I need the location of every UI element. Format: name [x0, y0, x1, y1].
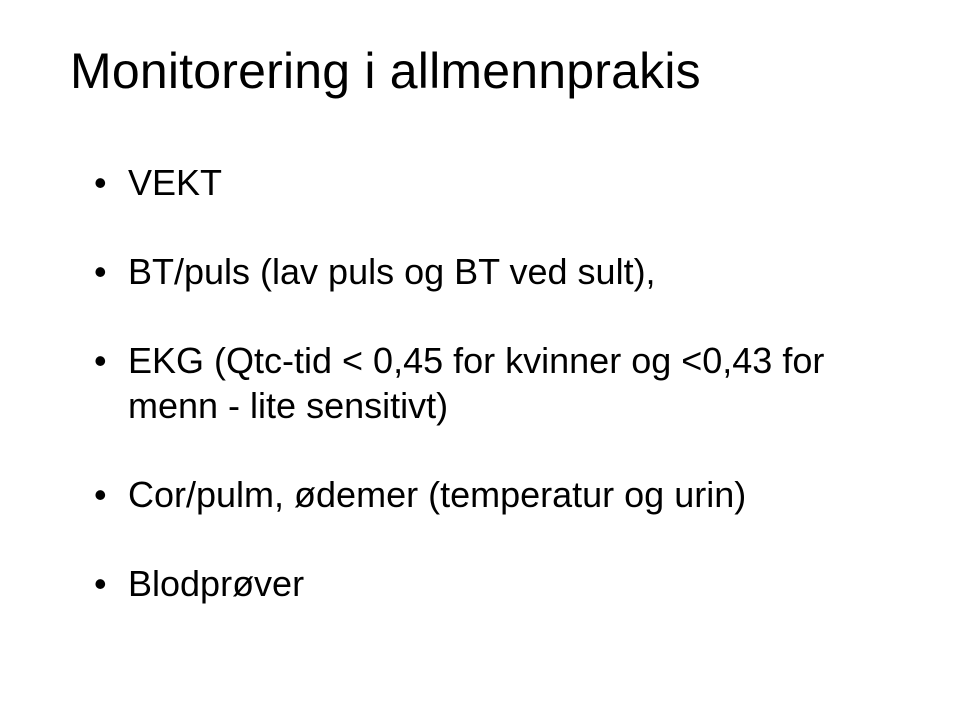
list-item: Cor/pulm, ødemer (temperatur og urin): [94, 472, 890, 517]
list-item: BT/puls (lav puls og BT ved sult),: [94, 249, 890, 294]
slide-title: Monitorering i allmennprakis: [70, 42, 890, 100]
bullet-list: VEKT BT/puls (lav puls og BT ved sult), …: [70, 160, 890, 606]
list-item: EKG (Qtc-tid < 0,45 for kvinner og <0,43…: [94, 338, 890, 428]
slide: Monitorering i allmennprakis VEKT BT/pul…: [0, 0, 960, 721]
list-item: VEKT: [94, 160, 890, 205]
list-item: Blodprøver: [94, 561, 890, 606]
